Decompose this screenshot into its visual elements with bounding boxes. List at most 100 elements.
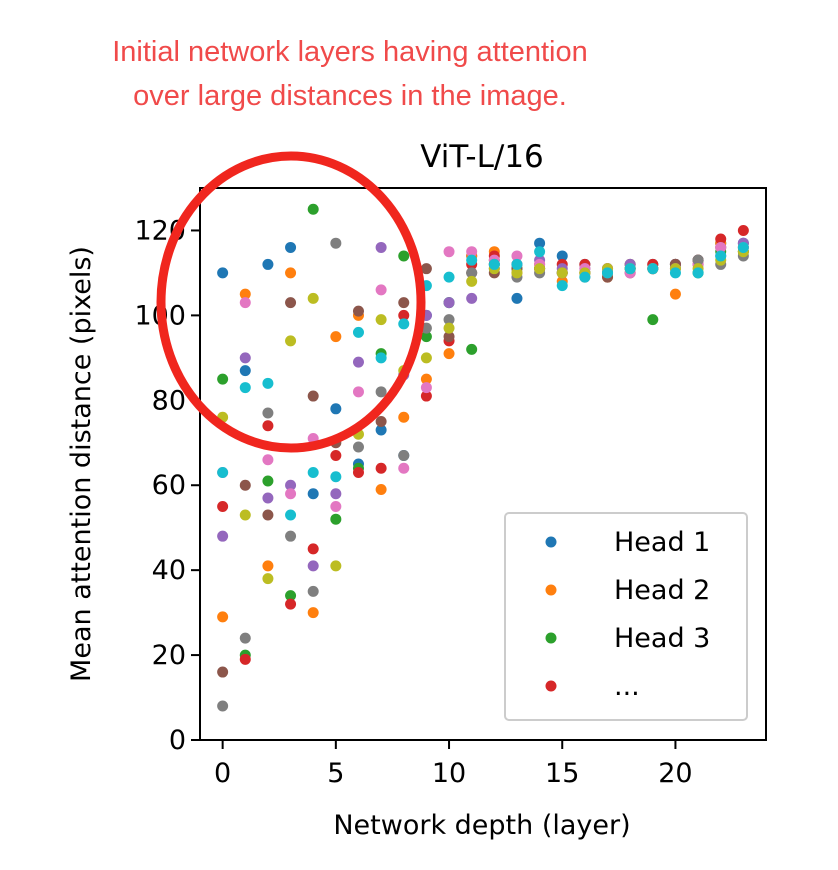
data-point	[398, 318, 410, 330]
data-point	[375, 462, 387, 474]
data-point	[375, 352, 387, 364]
data-point	[511, 250, 523, 262]
data-point	[239, 365, 251, 377]
data-point	[239, 352, 251, 364]
x-tick-label: 15	[545, 758, 579, 789]
data-point	[330, 513, 342, 525]
annotation-line-2: over large distances in the image.	[133, 80, 567, 112]
data-point	[420, 382, 432, 394]
data-point	[307, 390, 319, 402]
data-point	[330, 488, 342, 500]
data-point	[285, 297, 297, 309]
data-point	[556, 250, 568, 262]
data-point	[239, 297, 251, 309]
data-point	[398, 297, 410, 309]
data-point	[443, 271, 455, 283]
legend-marker	[545, 584, 557, 596]
data-point	[307, 560, 319, 572]
data-point	[420, 352, 432, 364]
y-tick-label: 0	[169, 725, 186, 756]
data-point	[239, 288, 251, 300]
data-point	[307, 585, 319, 597]
data-point	[443, 297, 455, 309]
data-point	[488, 258, 500, 270]
data-point	[217, 666, 229, 678]
data-point	[330, 237, 342, 249]
y-tick-label: 60	[152, 470, 186, 501]
data-point	[443, 322, 455, 334]
data-point	[262, 420, 274, 432]
data-point	[239, 509, 251, 521]
data-point	[239, 632, 251, 644]
data-point	[466, 292, 478, 304]
data-point	[262, 377, 274, 389]
data-point	[262, 407, 274, 419]
data-point	[398, 462, 410, 474]
data-point	[262, 492, 274, 504]
data-point	[375, 483, 387, 495]
data-point	[217, 373, 229, 385]
data-point	[239, 382, 251, 394]
legend: Head 1 Head 2 Head 3...	[504, 512, 748, 721]
legend-label: Head 3	[614, 623, 710, 654]
data-point	[579, 271, 591, 283]
data-point	[307, 488, 319, 500]
data-point	[398, 250, 410, 262]
data-point	[398, 450, 410, 462]
data-point	[285, 598, 297, 610]
data-point	[443, 331, 455, 343]
data-point	[330, 403, 342, 415]
data-point	[511, 258, 523, 270]
data-point	[443, 314, 455, 326]
data-point	[307, 543, 319, 555]
data-point	[420, 373, 432, 385]
x-tick-label: 10	[432, 758, 466, 789]
data-point	[534, 246, 546, 258]
data-point	[285, 241, 297, 253]
legend-marker	[545, 632, 557, 644]
data-point	[285, 488, 297, 500]
data-point	[466, 254, 478, 266]
data-point	[511, 292, 523, 304]
data-point	[647, 314, 659, 326]
legend-label: ...	[614, 671, 640, 702]
data-point	[217, 611, 229, 623]
x-tick-label: 20	[658, 758, 692, 789]
x-axis-label: Network depth (layer)	[333, 810, 630, 841]
data-point	[715, 250, 727, 262]
data-point	[669, 267, 681, 279]
data-point	[420, 263, 432, 275]
data-point	[262, 475, 274, 487]
data-point	[217, 466, 229, 478]
data-point	[466, 267, 478, 279]
data-point	[239, 479, 251, 491]
data-point	[307, 203, 319, 215]
data-point	[352, 386, 364, 398]
annotation-circle	[156, 151, 426, 453]
data-point	[375, 386, 387, 398]
data-point	[285, 335, 297, 347]
data-point	[217, 530, 229, 542]
data-point	[262, 509, 274, 521]
data-point	[352, 326, 364, 338]
data-point	[420, 390, 432, 402]
y-axis-label: Mean attention distance (pixels)	[66, 246, 97, 682]
data-point	[262, 560, 274, 572]
legend-label: Head 2	[614, 575, 710, 606]
annotation-line-1: Initial network layers having attention	[112, 36, 588, 68]
chart-title: ViT-L/16	[420, 139, 544, 175]
data-point	[511, 267, 523, 279]
data-point	[647, 263, 659, 275]
data-point	[217, 700, 229, 712]
data-point	[330, 450, 342, 462]
data-point	[307, 466, 319, 478]
data-point	[466, 246, 478, 258]
data-point	[330, 500, 342, 512]
data-point	[262, 454, 274, 466]
x-axis: 0 5 10 15 20	[214, 740, 693, 789]
data-point	[715, 233, 727, 245]
data-point	[375, 241, 387, 253]
data-point	[669, 288, 681, 300]
data-point	[398, 309, 410, 321]
